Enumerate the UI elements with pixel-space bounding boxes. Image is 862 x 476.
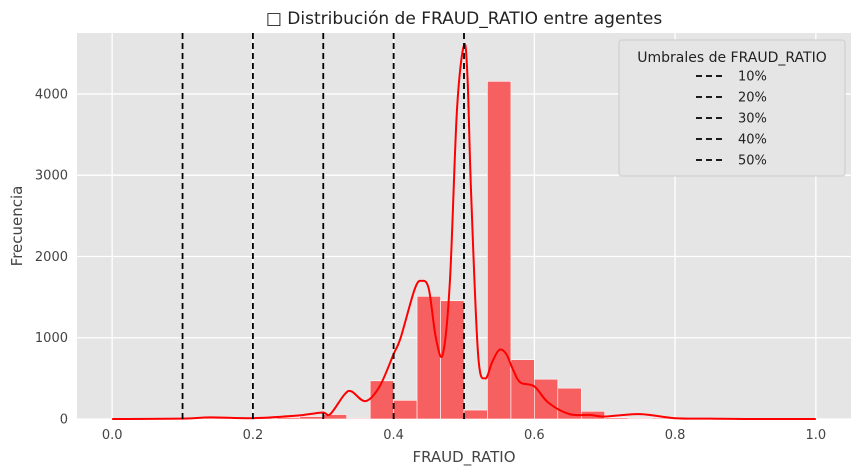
y-tick-label-0: 0 xyxy=(60,413,68,428)
y-tick-label-2: 2000 xyxy=(35,250,68,265)
histogram-bar-21 xyxy=(604,417,629,420)
histogram-bar-17 xyxy=(510,359,535,420)
x-tick-label-3: 0.6 xyxy=(524,428,545,443)
x-tick-label-1: 0.2 xyxy=(243,428,264,443)
histogram-bar-14 xyxy=(440,300,465,420)
kde-line xyxy=(112,43,816,421)
x-tick-label-0: 0.0 xyxy=(102,428,123,443)
x-axis-title: FRAUD_RATIO xyxy=(412,448,515,467)
x-axis-ticks: 0.0 0.2 0.4 0.6 0.8 1.0 xyxy=(102,428,826,443)
legend-items: 10% 20% 30% 40% 50% xyxy=(696,70,767,169)
y-tick-label-3: 3000 xyxy=(35,169,68,184)
histogram-bar-16 xyxy=(487,81,512,420)
histogram-bar-11 xyxy=(369,380,394,420)
y-axis-ticks: 0 1000 2000 3000 4000 xyxy=(35,87,68,427)
legend-label-2: 30% xyxy=(738,112,767,127)
legend-box xyxy=(618,39,846,177)
threshold-lines xyxy=(181,33,465,419)
legend-label-4: 50% xyxy=(738,154,767,169)
legend-label-0: 10% xyxy=(738,70,767,85)
legend-label-3: 40% xyxy=(738,133,767,148)
legend-title: Umbrales de FRAUD_RATIO xyxy=(637,50,826,66)
x-tick-label-4: 0.8 xyxy=(665,428,686,443)
legend-label-1: 20% xyxy=(738,91,767,106)
legend: Umbrales de FRAUD_RATIO 10% 20% 30% 40% 50% xyxy=(618,39,846,177)
chart-title: □ Distribución de FRAUD_RATIO entre agen… xyxy=(266,9,663,29)
y-tick-label-4: 4000 xyxy=(35,87,68,102)
histogram-bar-8 xyxy=(299,416,324,420)
x-tick-label-2: 0.4 xyxy=(383,428,404,443)
histogram-bar-13 xyxy=(416,295,441,420)
y-axis-title: Frecuencia xyxy=(8,186,26,267)
x-tick-label-5: 1.0 xyxy=(805,428,826,443)
histogram-bar-12 xyxy=(393,400,418,420)
histogram-bar-15 xyxy=(463,409,488,420)
histogram-bar-10 xyxy=(346,417,371,420)
histogram-bar-22 xyxy=(627,417,652,420)
y-tick-label-1: 1000 xyxy=(35,331,68,346)
